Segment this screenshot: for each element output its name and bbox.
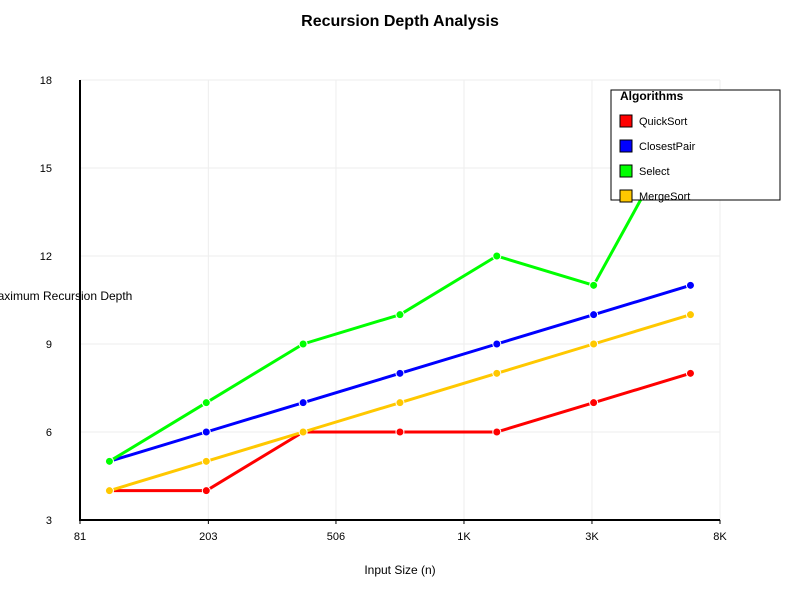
data-point-select [201,398,211,408]
series-closestpair [104,280,695,466]
data-point-closestpair [298,398,308,408]
y-axis-label: Maximum Recursion Depth [0,289,132,303]
legend: Algorithms QuickSort ClosestPair Select Mer… [610,89,781,203]
data-point-mergesort [492,368,502,378]
grid [80,79,721,520]
y-tick-label: 6 [46,427,52,439]
y-tick-label: 18 [40,75,52,87]
x-tick-label: 3K [585,531,599,543]
axes [79,80,721,524]
legend-swatch [619,189,633,203]
data-point-quicksort [201,486,211,496]
x-tick-label: 1K [457,531,471,543]
data-point-mergesort [104,486,114,496]
legend-box [610,89,781,201]
data-point-quicksort [589,398,599,408]
y-tick-label: 9 [46,339,52,351]
data-point-closestpair [685,280,695,290]
legend-label: Select [639,166,670,178]
x-tick-label: 203 [199,531,217,543]
legend-title: Algorithms [620,89,684,103]
series-mergesort [104,310,695,496]
data-point-quicksort [492,427,502,437]
data-point-select [395,310,405,320]
data-point-mergesort [298,427,308,437]
legend-label: QuickSort [639,116,687,128]
series-select [104,104,695,466]
data-point-mergesort [395,398,405,408]
data-point-closestpair [492,339,502,349]
series-line-select [108,108,692,463]
data-point-mergesort [201,456,211,466]
tick-labels: 3 6 9 12 15 18 81 203 506 1K 3K 8K [40,75,728,543]
y-tick-label: 12 [40,251,52,263]
x-tick-label: 81 [74,531,86,543]
data-point-select [298,339,308,349]
data-point-closestpair [201,427,211,437]
data-point-select [492,251,502,261]
legend-items: QuickSort ClosestPair Select MergeSort [619,114,696,203]
data-point-quicksort [685,368,695,378]
data-point-quicksort [395,427,405,437]
legend-label: ClosestPair [639,141,696,153]
x-tick-label: 8K [713,531,727,543]
data-point-select [104,456,114,466]
legend-swatch [619,139,633,153]
legend-swatch [619,164,633,178]
data-point-select [589,280,599,290]
y-tick-label: 15 [40,163,52,175]
data-point-closestpair [395,368,405,378]
y-tick-label: 3 [46,515,52,527]
data-point-mergesort [589,339,599,349]
data-point-mergesort [685,310,695,320]
series [104,104,695,496]
x-tick-label: 506 [327,531,345,543]
legend-label: MergeSort [639,191,690,203]
chart-title: Recursion Depth Analysis [301,13,499,30]
x-axis-label: Input Size (n) [364,563,435,577]
data-point-closestpair [589,310,599,320]
legend-swatch [619,114,633,128]
